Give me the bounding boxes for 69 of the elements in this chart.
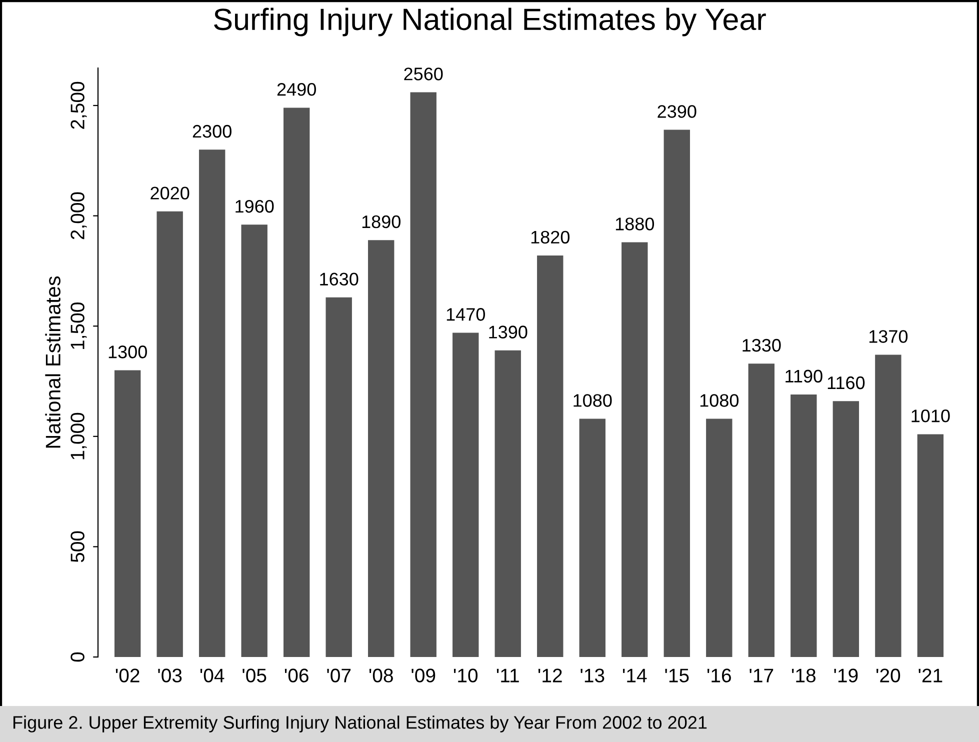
- data-label: 2300: [192, 124, 232, 138]
- bar: [579, 418, 606, 657]
- x-tick-label: '09: [412, 668, 436, 682]
- data-label: 1080: [574, 394, 612, 407]
- data-label: 1960: [236, 200, 274, 213]
- y-tick-label: 1,000: [70, 412, 87, 460]
- x-tick-label: '16: [707, 668, 731, 682]
- data-label: 1880: [616, 218, 654, 230]
- bar: [284, 108, 310, 657]
- caption: Figure 2. Upper Extremity Surfing Injury National Estimates by Year From 2002 to 2021: [13, 716, 707, 732]
- x-tick-label: '12: [538, 668, 562, 682]
- x-tick-label: '20: [876, 668, 900, 682]
- x-tick-label: '14: [622, 668, 647, 682]
- bar: [241, 224, 268, 657]
- data-label: 1370: [869, 330, 908, 343]
- x-tick-label: '11: [496, 668, 519, 682]
- bar: [494, 350, 521, 657]
- x-tick-label: '18: [792, 668, 816, 682]
- bar: [368, 240, 394, 657]
- data-label: 2490: [277, 83, 316, 96]
- bar: [790, 394, 817, 657]
- bar: [875, 354, 902, 657]
- bar: [537, 256, 564, 657]
- data-label: 1390: [489, 326, 528, 338]
- y-axis-title: National Estimates: [45, 276, 60, 448]
- x-tick-label: '05: [242, 668, 266, 682]
- x-tick-label: '10: [454, 668, 478, 682]
- data-label: 1080: [700, 394, 739, 407]
- y-tick-label: 500: [70, 531, 84, 562]
- bar: [452, 332, 479, 657]
- bar: [706, 418, 732, 657]
- x-tick-label: '06: [284, 668, 308, 682]
- y-tick-label: 0: [70, 652, 84, 662]
- x-tick-label: '21: [918, 668, 942, 682]
- bar: [832, 401, 860, 657]
- x-tick-label: '13: [580, 668, 604, 682]
- x-tick-label: '08: [369, 668, 393, 682]
- data-label: 1190: [786, 370, 822, 383]
- chart-title: Surfing Injury National Estimates by Year: [214, 8, 766, 36]
- bar: [748, 364, 774, 657]
- data-label: 1160: [828, 376, 865, 390]
- data-label: 1890: [362, 215, 400, 228]
- y-tick-label: 2,500: [70, 82, 87, 129]
- bar: [917, 434, 944, 657]
- y-tick-label: 1,500: [70, 302, 87, 349]
- x-tick-label: '19: [834, 668, 858, 682]
- bar: [622, 242, 648, 657]
- data-label: 1630: [320, 272, 358, 286]
- x-tick-label: '03: [158, 668, 182, 682]
- bar: [198, 150, 226, 657]
- bar: [410, 92, 436, 657]
- data-label: 1470: [446, 308, 485, 321]
- bar: [114, 370, 141, 657]
- x-tick-label: '15: [665, 668, 689, 682]
- x-tick-label: '07: [327, 668, 351, 682]
- x-tick-label: '02: [116, 668, 140, 682]
- data-label: 1300: [108, 346, 147, 358]
- x-tick-label: '04: [200, 668, 224, 682]
- x-tick-label: '17: [750, 668, 774, 682]
- y-tick-label: 2,000: [70, 192, 87, 240]
- data-label: 1820: [531, 230, 570, 244]
- data-label: 2020: [150, 186, 190, 200]
- bar: [156, 211, 183, 657]
- bar: [326, 297, 352, 657]
- data-label: 2390: [658, 105, 696, 118]
- data-label: 1010: [912, 410, 950, 422]
- bar: [664, 130, 690, 657]
- data-label: 1330: [742, 338, 781, 352]
- data-label: 2560: [404, 68, 443, 80]
